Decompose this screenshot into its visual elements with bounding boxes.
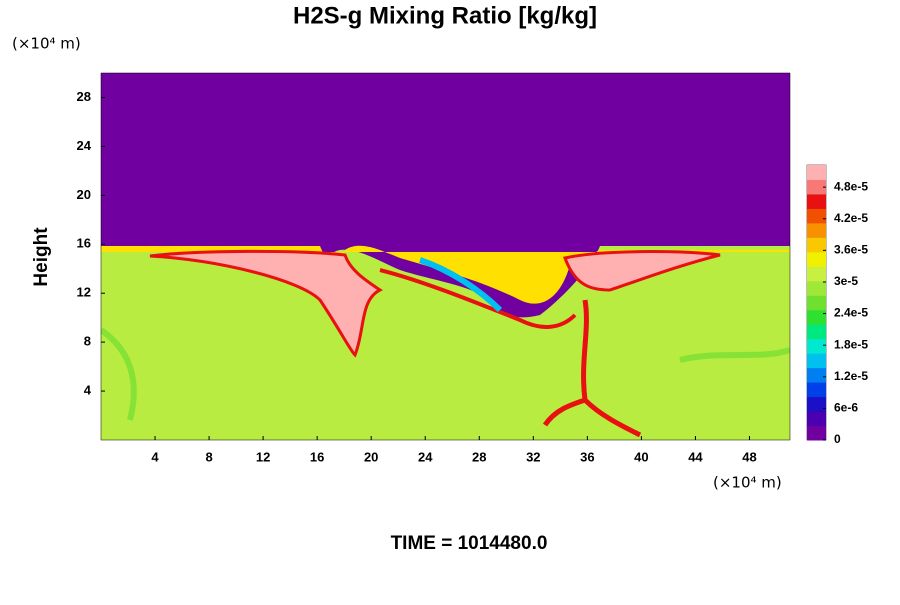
colorbar-tick-label: 2.4e-5 — [834, 306, 868, 320]
colorbar-band — [807, 193, 826, 209]
x-tick-label: 36 — [580, 449, 594, 464]
colorbar-band — [807, 324, 826, 340]
colorbar-tick-label: 3.6e-5 — [834, 243, 868, 257]
colorbar-tick-label: 4.2e-5 — [834, 211, 868, 225]
colorbar-band — [807, 280, 826, 296]
colorbar-band — [807, 295, 826, 311]
chart-title: H2S-g Mixing Ratio [kg/kg] — [293, 2, 597, 29]
colorbar-band — [807, 353, 826, 369]
field-swirls — [101, 327, 790, 421]
colorbar-band — [807, 208, 826, 224]
colorbar-band — [807, 338, 826, 354]
colorbar-tick-label: 1.2e-5 — [834, 369, 868, 383]
x-tick-label: 8 — [205, 449, 212, 464]
colorbar-band — [807, 237, 826, 253]
y-unit: (×10⁴ m) — [12, 35, 81, 53]
colorbar-band — [807, 411, 826, 427]
field-band — [101, 245, 790, 304]
x-tick-label: 44 — [688, 449, 703, 464]
streak-red — [542, 299, 642, 438]
y-tick-label: 16 — [77, 236, 91, 251]
colorbar-tick-label: 6e-6 — [834, 401, 858, 415]
y-tick-label: 24 — [77, 138, 92, 153]
plot-frame — [100, 72, 791, 441]
colorbar-tick-label: 0 — [834, 432, 841, 446]
colorbar-band — [807, 266, 826, 282]
x-tick-label: 16 — [310, 449, 324, 464]
x-tick-label: 28 — [472, 449, 486, 464]
colorbar-band — [807, 382, 826, 398]
colorbar-band — [807, 251, 826, 267]
colorbar-tick-label: 4.8e-5 — [834, 179, 868, 193]
y-tick-label: 12 — [77, 285, 91, 300]
streak-cyan — [419, 257, 503, 313]
y-tick-label: 28 — [77, 89, 91, 104]
colorbar-tick-label: 1.8e-5 — [834, 337, 868, 351]
x-unit: (×10⁴ m) — [713, 474, 782, 492]
y-tick-label: 20 — [77, 187, 91, 202]
tongue-right — [562, 250, 721, 292]
colorbar-tick-label: 3e-5 — [834, 274, 858, 288]
x-tick-label: 20 — [364, 449, 378, 464]
footer: TIME = 1014480.0 — [391, 533, 548, 554]
colorbar-band — [807, 425, 826, 441]
x-tick-label: 24 — [418, 449, 433, 464]
x-tick-label: 4 — [151, 449, 159, 464]
colorbar-band — [807, 165, 826, 180]
x-tick-label: 32 — [526, 449, 540, 464]
x-tick-label: 12 — [256, 449, 270, 464]
y-tick-label: 8 — [84, 334, 91, 349]
y-label: Height — [31, 227, 52, 287]
colorbar-band — [807, 396, 826, 412]
colorbar-band — [807, 367, 826, 383]
field — [101, 73, 790, 440]
colorbar-band — [807, 309, 826, 325]
streak — [379, 268, 577, 329]
x-tick-label: 48 — [742, 449, 756, 464]
colorbar-band — [807, 222, 826, 238]
tongue-left — [149, 249, 383, 358]
y-tick-label: 4 — [84, 383, 92, 398]
field-upper — [101, 73, 790, 318]
x-tick-label: 40 — [634, 449, 648, 464]
colorbar-band — [807, 179, 826, 195]
